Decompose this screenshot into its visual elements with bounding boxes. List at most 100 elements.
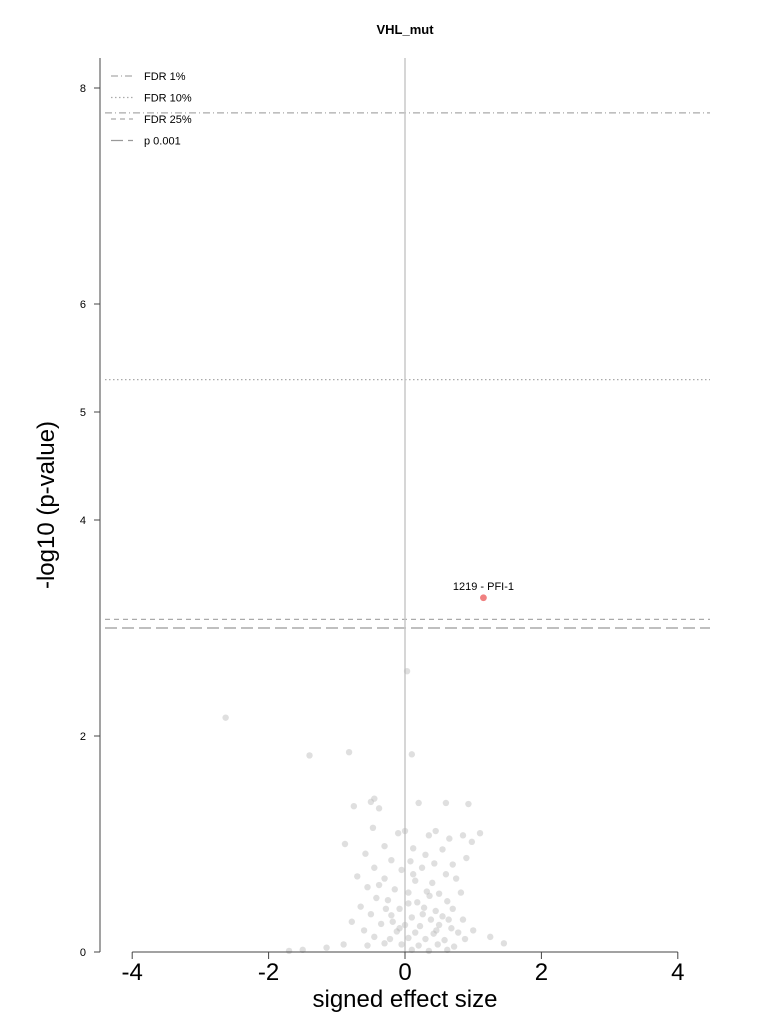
data-point — [405, 900, 412, 907]
data-point — [465, 800, 472, 808]
data-point — [369, 824, 377, 831]
data-point — [432, 907, 439, 915]
data-point — [306, 752, 313, 759]
data-point — [389, 918, 396, 925]
data-point — [381, 842, 388, 850]
data-point — [414, 899, 421, 906]
data-point — [435, 890, 443, 897]
data-point — [449, 861, 456, 868]
data-point — [299, 946, 306, 954]
y-tick-label: 2 — [80, 731, 86, 743]
legend-label: p 0.001 — [144, 136, 181, 148]
data-point — [445, 916, 452, 923]
data-point — [381, 940, 388, 947]
data-point — [429, 879, 436, 887]
data-point — [367, 798, 375, 806]
data-point — [371, 795, 378, 802]
data-point — [432, 827, 439, 835]
data-point — [425, 947, 433, 955]
data-point — [373, 894, 380, 902]
data-point — [408, 751, 416, 758]
data-point — [420, 904, 428, 911]
y-tick-label: 0 — [80, 947, 86, 959]
data-point — [396, 905, 403, 912]
data-point — [461, 935, 469, 943]
data-point — [364, 942, 371, 949]
data-point — [409, 845, 417, 852]
data-point — [448, 925, 455, 932]
data-points — [222, 668, 508, 955]
data-point — [371, 864, 378, 871]
data-point — [388, 912, 395, 919]
data-point — [459, 916, 467, 923]
data-point — [367, 911, 375, 918]
data-point — [348, 918, 356, 925]
data-point — [408, 914, 416, 921]
y-tick-label: 4 — [80, 515, 86, 527]
data-point — [423, 888, 431, 895]
data-point — [340, 941, 347, 948]
data-point — [401, 827, 409, 835]
data-point — [430, 930, 437, 937]
data-point — [412, 877, 419, 884]
x-axis-label: signed effect size — [312, 986, 497, 1013]
data-point — [377, 920, 385, 928]
data-point — [439, 846, 446, 853]
data-point — [409, 871, 417, 878]
data-point — [384, 896, 392, 904]
data-point — [375, 805, 383, 812]
data-point — [500, 940, 508, 947]
legend-label: FDR 1% — [144, 71, 186, 83]
x-tick-label: -4 — [122, 959, 143, 986]
data-point — [416, 922, 424, 930]
legend: FDR 1% FDR 10% FDR 25% p 0.001 — [111, 71, 192, 148]
data-point — [388, 857, 395, 864]
data-point — [407, 858, 414, 865]
data-point — [405, 934, 412, 942]
data-point — [386, 935, 394, 943]
x-tick-label: 0 — [398, 959, 411, 986]
data-point — [459, 832, 467, 839]
data-point — [398, 866, 405, 874]
data-point — [450, 943, 458, 950]
data-point — [444, 946, 451, 954]
data-point — [431, 860, 438, 867]
data-point — [454, 929, 462, 936]
data-point — [422, 851, 429, 858]
data-point — [403, 668, 411, 675]
data-point — [375, 881, 383, 889]
data-point — [412, 929, 419, 936]
data-point — [415, 942, 422, 949]
data-point — [463, 854, 470, 862]
data-point — [398, 941, 405, 948]
data-point — [362, 850, 369, 857]
data-point — [394, 830, 402, 837]
data-point — [323, 944, 330, 951]
data-point — [350, 803, 358, 810]
data-point — [391, 886, 398, 893]
data-point — [382, 905, 390, 912]
y-tick-label: 6 — [80, 299, 86, 311]
highlighted-point-label: 1219 - PFI-1 — [453, 581, 514, 593]
data-point — [422, 935, 429, 943]
x-tick-label: 4 — [671, 959, 684, 986]
data-point — [452, 875, 460, 882]
data-point — [418, 864, 426, 871]
data-point — [354, 873, 361, 880]
data-point — [371, 933, 378, 941]
data-point — [435, 921, 443, 929]
data-point — [360, 927, 368, 934]
data-point — [442, 799, 450, 807]
x-tick-label: -2 — [258, 959, 279, 986]
data-point — [449, 905, 456, 912]
highlighted-point — [480, 594, 487, 602]
y-tick-label: 8 — [80, 83, 86, 95]
data-point — [426, 892, 433, 900]
data-point — [222, 714, 229, 721]
data-point — [364, 884, 371, 891]
data-point — [408, 946, 416, 954]
data-point — [439, 913, 446, 920]
chart-title: VHL_mut — [376, 22, 434, 37]
y-axis-label: -log10 (p-value) — [33, 421, 60, 589]
